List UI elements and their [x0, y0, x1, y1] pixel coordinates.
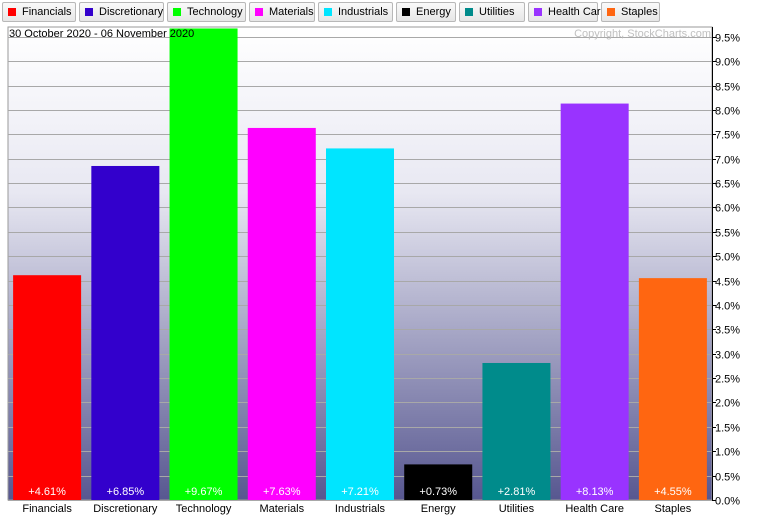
legend-swatch [324, 8, 332, 16]
x-category-label: Materials [259, 503, 304, 515]
bar-health-care [560, 103, 629, 500]
legend-swatch [173, 8, 181, 16]
legend-item-materials[interactable]: Materials [249, 2, 315, 22]
bar-value-label: +0.73% [419, 486, 457, 498]
x-category-label: Financials [22, 503, 72, 515]
bar-value-label: +6.85% [107, 486, 145, 498]
legend-swatch [534, 8, 542, 16]
legend-label: Health Care [548, 6, 607, 18]
x-category-label: Industrials [335, 503, 386, 515]
bar-industrials [326, 148, 394, 500]
bar-technology [169, 28, 238, 500]
y-tick-label: 9.5% [715, 33, 740, 45]
bar-value-label: +8.13% [576, 486, 614, 498]
legend-swatch [607, 8, 615, 16]
bar-value-label: +4.55% [654, 486, 692, 498]
bar-value-label: +9.67% [185, 486, 223, 498]
x-category-label: Discretionary [93, 503, 158, 515]
legend-item-financials[interactable]: Financials [2, 2, 76, 22]
y-tick-label: 1.5% [715, 423, 740, 435]
legend-item-energy[interactable]: Energy [396, 2, 456, 22]
y-tick-label: 8.5% [715, 82, 740, 94]
bar-discretionary [91, 165, 160, 500]
x-category-label: Staples [655, 503, 692, 515]
x-category-label: Energy [421, 503, 456, 515]
y-tick-label: 1.0% [715, 447, 740, 459]
y-tick-label: 5.5% [715, 228, 740, 240]
legend-item-health-care[interactable]: Health Care [528, 2, 607, 22]
y-tick-label: 2.5% [715, 374, 740, 386]
bar-value-label: +7.63% [263, 486, 301, 498]
bar-utilities [482, 362, 551, 500]
legend-label: Staples [621, 6, 658, 18]
legend-swatch [8, 8, 16, 16]
y-tick-label: 4.5% [715, 277, 740, 289]
copyright-notice: Copyright, StockCharts.com [574, 28, 711, 40]
y-tick-label: 9.0% [715, 57, 740, 69]
legend-swatch [402, 8, 410, 16]
y-tick-label: 7.5% [715, 130, 740, 142]
y-tick-label: 2.0% [715, 398, 740, 410]
legend-label: Materials [269, 6, 314, 18]
legend-label: Energy [416, 6, 451, 18]
x-category-label: Utilities [499, 503, 535, 515]
legend-label: Utilities [479, 6, 515, 18]
y-tick-label: 7.0% [715, 155, 740, 167]
legend: Financials Discretionary Technology Materia… [0, 0, 758, 27]
legend-label: Financials [22, 6, 72, 18]
bar-materials [247, 127, 316, 500]
legend-label: Industrials [338, 6, 389, 18]
bar-value-label: +2.81% [498, 486, 536, 498]
y-tick-label: 0.5% [715, 472, 740, 484]
legend-item-staples[interactable]: Staples [601, 2, 660, 22]
bar-financials [13, 275, 82, 500]
bar-staples [638, 278, 707, 500]
date-range: 30 October 2020 - 06 November 2020 [9, 28, 194, 40]
legend-label: Technology [187, 6, 243, 18]
legend-swatch [255, 8, 263, 16]
legend-item-discretionary[interactable]: Discretionary [79, 2, 164, 22]
bar-energy [404, 464, 473, 500]
x-category-label: Health Care [565, 503, 624, 515]
bar-value-label: +7.21% [341, 486, 379, 498]
bar-value-label: +4.61% [28, 486, 66, 498]
y-tick-label: 3.5% [715, 325, 740, 337]
y-tick-label: 0.0% [715, 496, 740, 508]
legend-swatch [465, 8, 473, 16]
x-category-label: Technology [176, 503, 232, 515]
y-tick-label: 4.0% [715, 301, 740, 313]
legend-swatch [85, 8, 93, 16]
legend-label: Discretionary [99, 6, 164, 18]
legend-item-industrials[interactable]: Industrials [318, 2, 393, 22]
y-tick-label: 8.0% [715, 106, 740, 118]
y-tick-label: 6.0% [715, 203, 740, 215]
legend-item-technology[interactable]: Technology [167, 2, 246, 22]
y-tick-label: 6.5% [715, 179, 740, 191]
legend-item-utilities[interactable]: Utilities [459, 2, 525, 22]
y-tick-label: 3.0% [715, 350, 740, 362]
y-tick-label: 5.0% [715, 252, 740, 264]
